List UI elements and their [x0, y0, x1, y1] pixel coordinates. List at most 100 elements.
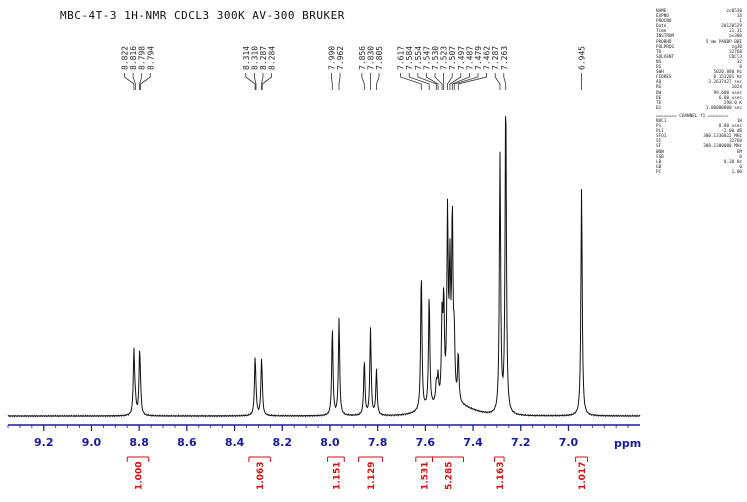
- tick-label: 8.0: [320, 436, 340, 449]
- parameter-row: SFO1 300.1330022 MHz: [656, 134, 742, 139]
- parameter-key: LB: [656, 159, 662, 165]
- peak-leader-line: [331, 73, 333, 90]
- integral-region: 1.129: [358, 456, 383, 490]
- integral-value-label: 5.285: [445, 462, 455, 490]
- parameter-key: FIDRES: [656, 75, 672, 81]
- integral-value-label: 1.129: [367, 462, 377, 490]
- tick-label: 7.4: [463, 436, 483, 449]
- parameter-key: SWH: [656, 70, 664, 76]
- parameter-key: DE: [656, 95, 662, 101]
- peak-shift-label: 7.530: [431, 46, 440, 70]
- parameter-row: NAME zc0530: [656, 9, 742, 14]
- peak-leader-line: [254, 73, 257, 90]
- parameter-row: NS 32: [656, 60, 742, 65]
- parameter-row: SSB 0: [656, 155, 742, 160]
- peak-leader-line: [376, 73, 380, 90]
- peak-shift-label: 6.945: [578, 46, 587, 70]
- peak-shift-label: 7.805: [375, 46, 384, 70]
- parameter-row: AQ 3.2637427 sec: [656, 80, 742, 85]
- peak-shift-label: 8.816: [129, 46, 138, 70]
- parameter-row: P1 8.80 usec: [656, 124, 742, 129]
- parameter-value: 32768: [729, 49, 742, 55]
- peak-leader-line: [503, 73, 507, 90]
- peak-leader-lines: [124, 73, 582, 90]
- peak-leader-line: [457, 73, 487, 90]
- parameter-row: TE 298.0 K: [656, 101, 742, 106]
- peak-leader-line: [361, 73, 365, 90]
- tick-label: 7.8: [368, 436, 388, 449]
- parameter-key: TE: [656, 100, 662, 106]
- parameter-value: 0: [739, 164, 742, 170]
- integral-value-label: 1.000: [135, 462, 145, 490]
- parameter-value: 300.1300000 MHz: [703, 144, 742, 150]
- spectrum-trace: [7, 116, 641, 418]
- integral-value-label: 1.151: [332, 462, 342, 490]
- peak-shift-label: 8.310: [250, 46, 259, 70]
- parameter-row: SI 32768: [656, 139, 742, 144]
- parameter-key: GB: [656, 164, 662, 170]
- parameter-key: EXPNO: [656, 14, 669, 20]
- peak-leader-line: [124, 73, 135, 90]
- tick-label: 8.2: [273, 436, 293, 449]
- integral-value-label: 1.163: [496, 462, 506, 490]
- parameter-key: AQ: [656, 80, 662, 86]
- peak-leader-line: [451, 73, 470, 90]
- integral-region: 5.285: [432, 456, 465, 490]
- parameter-value: 5020.080 Hz: [713, 70, 742, 76]
- peak-leader-line: [453, 73, 479, 90]
- peak-leader-line: [245, 73, 256, 90]
- ppm-axis: 9.2 9.0 8.8 8.6 8.4 8.2 8.0 7.8 7.6 7.4 7.2 7.0 ppm: [7, 424, 641, 450]
- peak-leader-line: [449, 73, 462, 90]
- parameter-list: NAME zc0530 EXPNO 14 PROCNO 1 Date_ 20120529 Tim…: [656, 9, 742, 111]
- peak-leader-line: [261, 73, 272, 90]
- parameter-key: PULPROG: [656, 44, 675, 50]
- peak-leader-line: [140, 73, 151, 90]
- parameter-value: 1024: [731, 85, 742, 91]
- peak-shift-label: 7.830: [366, 46, 375, 70]
- peak-shift-label: 7.523: [440, 46, 449, 70]
- parameter-row: NUC1 1H: [656, 119, 742, 124]
- peak-leader-line: [494, 73, 501, 90]
- integral-value-label: 1.017: [578, 462, 588, 490]
- parameter-key: PROCNO: [656, 19, 672, 25]
- parameter-value: EM: [736, 149, 742, 155]
- parameter-row: PULPROG zg30: [656, 45, 742, 50]
- peak-shift-label: 8.314: [242, 46, 251, 70]
- parameter-row: PC 1.00: [656, 170, 742, 175]
- parameter-row: SWH 5020.080 Hz: [656, 70, 742, 75]
- peak-leader-line: [408, 73, 430, 90]
- parameter-row: GB 0: [656, 165, 742, 170]
- parameter-row: PROBHD 5 mm PABBP BBI: [656, 40, 742, 45]
- parameter-row: D1 1.00000000 sec: [656, 106, 742, 111]
- channel-parameter-list: NUC1 1H P1 8.80 usec PL1 -2.00 dB SFO1 300.1330…: [656, 119, 742, 175]
- parameter-value: 298.0 K: [723, 100, 742, 106]
- parameter-value: 1.00000000 sec: [705, 105, 742, 111]
- parameter-value: 1.00: [731, 169, 742, 175]
- parameter-value: zc0530: [726, 9, 742, 14]
- peak-shift-label: 7.487: [465, 46, 474, 70]
- peak-leader-line: [426, 73, 439, 90]
- channel-header: ======== CHANNEL f1 ========: [656, 113, 729, 119]
- parameter-key: D1: [656, 105, 662, 111]
- peak-shift-label: 7.263: [500, 46, 509, 70]
- tick-label: 7.6: [416, 436, 436, 449]
- peak-leader-line: [417, 73, 437, 90]
- tick-label: 8.6: [177, 436, 197, 449]
- peak-shift-label: 8.284: [268, 46, 277, 70]
- parameter-key: NUC1: [656, 118, 667, 124]
- parameter-key: NAME: [656, 9, 667, 14]
- parameter-value: 5 mm PABBP BBI: [705, 39, 742, 45]
- parameter-key: DW: [656, 90, 662, 96]
- parameter-value: zg30: [731, 44, 742, 50]
- parameter-row: Time 21.31: [656, 29, 742, 34]
- peak-leader-line: [338, 73, 341, 90]
- parameter-key: PC: [656, 169, 662, 175]
- peak-shift-label: 8.822: [121, 46, 130, 70]
- peak-shift-label: 7.856: [358, 46, 367, 70]
- parameter-value: 21.31: [729, 29, 742, 35]
- parameter-row: PROCNO 1: [656, 19, 742, 24]
- parameter-value: 0.153201 Hz: [713, 75, 742, 81]
- peak-shift-label: 8.794: [146, 46, 155, 70]
- parameter-key: SF: [656, 144, 662, 150]
- integral-region: 1.000: [126, 456, 150, 490]
